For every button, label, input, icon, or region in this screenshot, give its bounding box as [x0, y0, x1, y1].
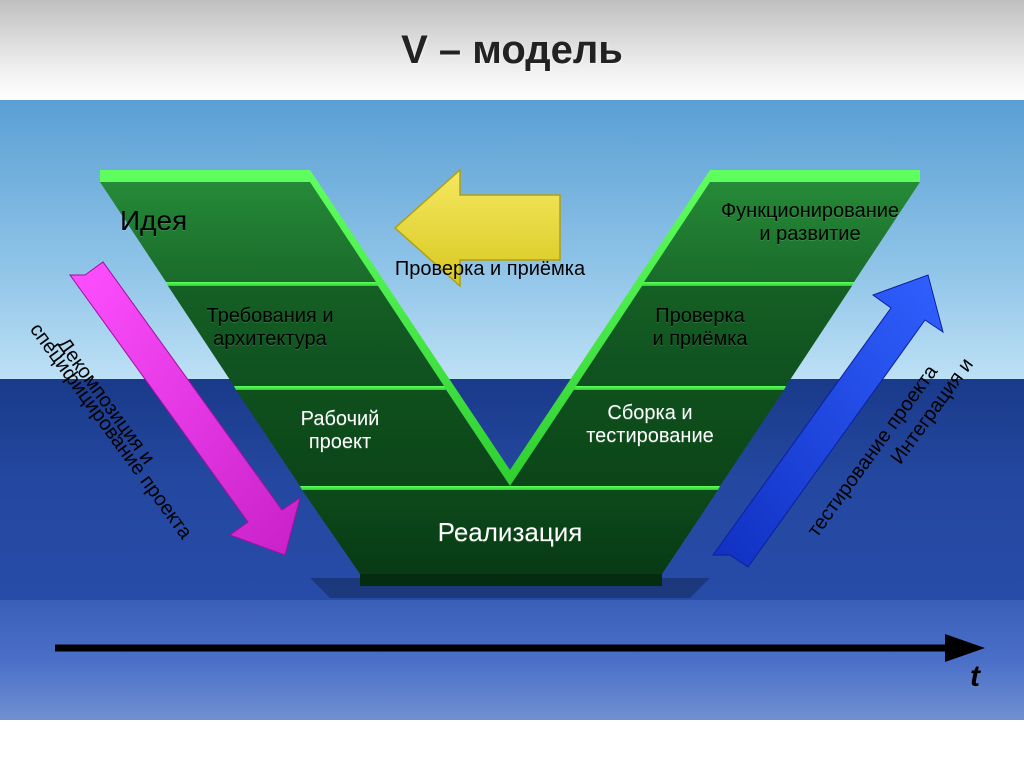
center-arrow-label: Проверка и приёмка: [360, 258, 620, 281]
v-diagram-svg: [0, 100, 1024, 720]
stage-left-3: Рабочийпроект: [270, 408, 410, 454]
stage-left-1: Идея: [120, 205, 187, 237]
stage-right-1: Функционированиеи развитие: [700, 200, 920, 246]
stage-right-3: Сборка итестирование: [560, 402, 740, 448]
header: V – модель: [0, 0, 1024, 100]
stage-bottom: Реализация: [400, 518, 620, 548]
stage-left-2: Требования иархитектура: [180, 305, 360, 351]
time-axis-label: t: [970, 660, 980, 695]
stage-right-2: Проверкаи приёмка: [620, 305, 780, 351]
v-front-face: [360, 574, 662, 586]
page-title: V – модель: [401, 28, 623, 73]
page: V – модель: [0, 0, 1024, 767]
scene: Идея Требования иархитектура Рабочийпрое…: [0, 100, 1024, 720]
time-axis: [55, 634, 985, 662]
footer-blank: [0, 720, 1024, 767]
